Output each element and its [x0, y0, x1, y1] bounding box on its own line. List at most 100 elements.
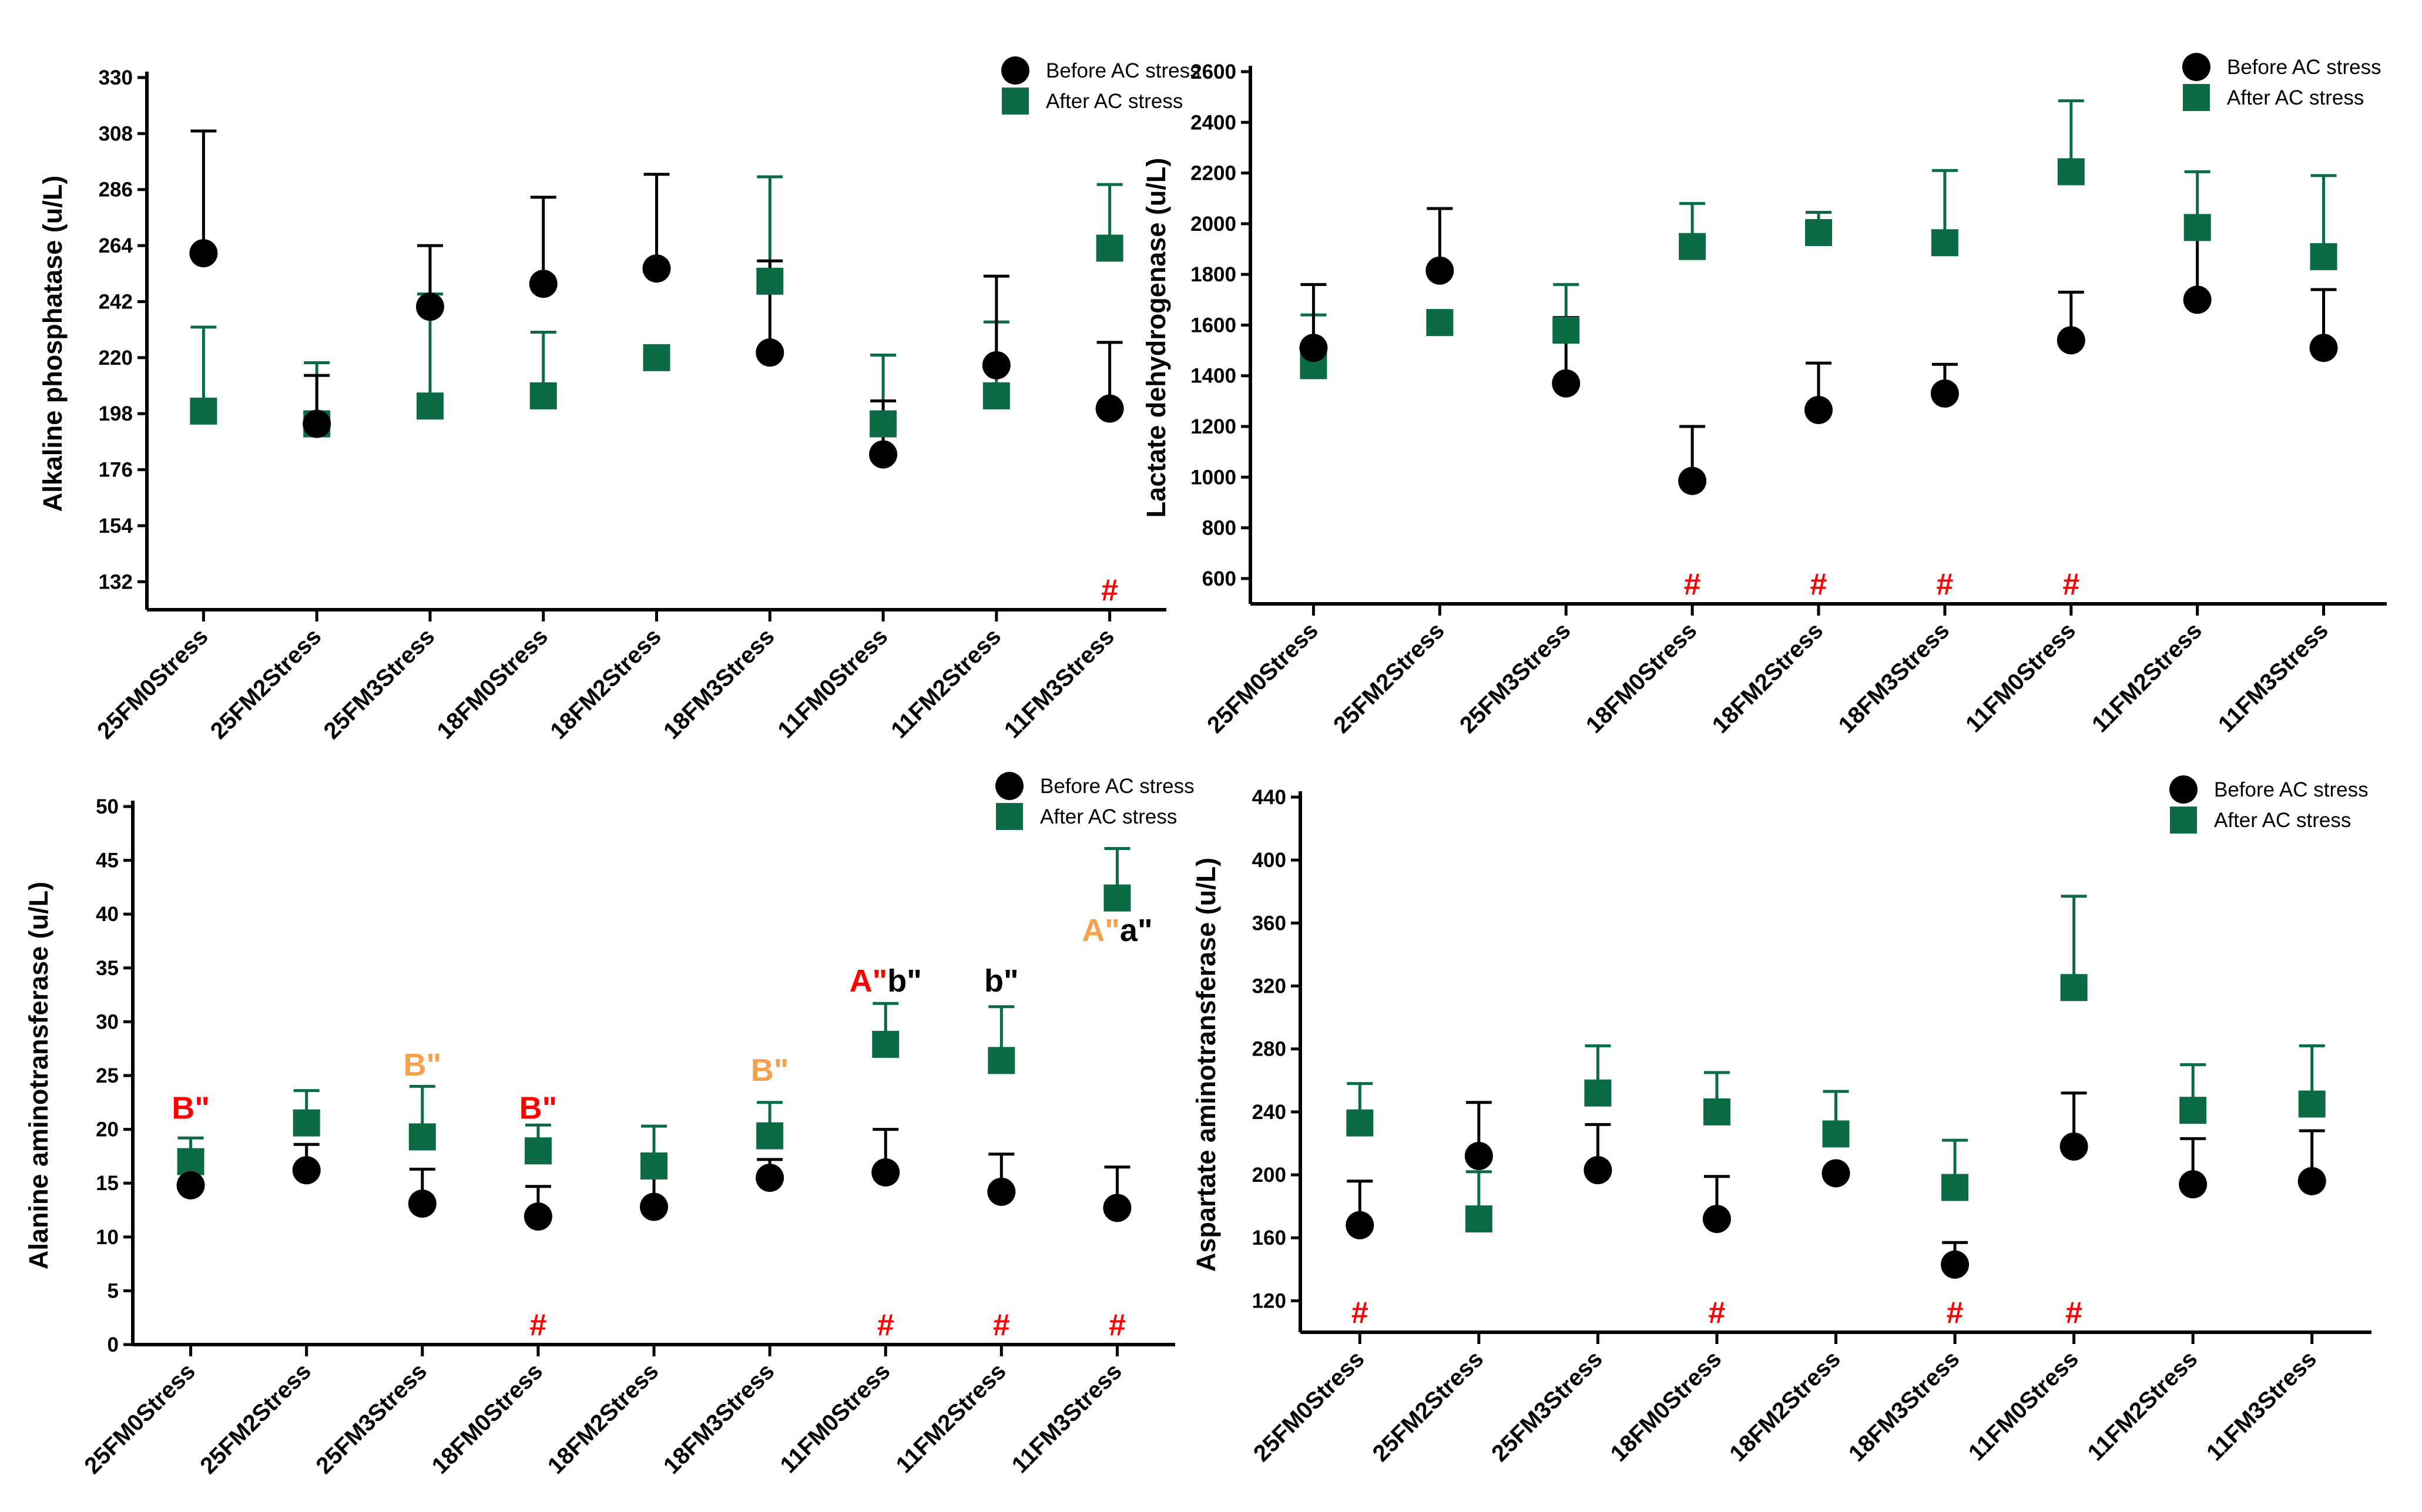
y-tick-label: 176: [99, 459, 133, 482]
y-tick-label: 240: [1252, 1101, 1286, 1124]
y-tick-label: 30: [96, 1010, 119, 1033]
annotation-part: a": [1120, 913, 1153, 948]
y-axis-label: Alkaline phosphatase (u/L): [38, 176, 68, 512]
letter-annotation: b": [984, 963, 1019, 999]
y-tick-label: 400: [1252, 849, 1286, 872]
x-tick-label: 18FM2Stress: [543, 1358, 664, 1479]
legend-before-label: Before AC stress: [1046, 59, 1200, 82]
legend-before-label: Before AC stress: [2214, 778, 2369, 801]
letter-annotation: A"a": [1082, 913, 1152, 948]
point-before: [189, 239, 218, 268]
point-after: [2060, 974, 2088, 1002]
x-tick-label: 25FM0Stress: [1202, 617, 1323, 738]
point-after: [416, 392, 444, 420]
x-tick-label: 18FM2Stress: [1725, 1346, 1846, 1467]
point-after: [870, 410, 897, 438]
point-before: [529, 270, 558, 298]
y-tick-label: 45: [96, 849, 119, 872]
point-after: [640, 1152, 667, 1180]
point-before: [1930, 379, 1959, 408]
point-before: [176, 1171, 205, 1199]
point-before: [303, 409, 331, 438]
point-after: [177, 1148, 204, 1175]
y-tick-label: 154: [99, 515, 133, 537]
significance-marker: #: [877, 1308, 894, 1342]
x-tick-label: 11FM0Stress: [773, 623, 893, 743]
point-before: [1702, 1205, 1731, 1234]
significance-marker: #: [2065, 1296, 2082, 1330]
point-before: [2057, 326, 2085, 355]
legend-after-label: After AC stress: [1040, 805, 1177, 828]
y-tick-label: 5: [108, 1279, 119, 1302]
y-tick-label: 2200: [1190, 162, 1236, 185]
x-tick-label: 18FM3Stress: [1844, 1346, 1965, 1467]
point-after: [293, 1109, 320, 1137]
point-after: [2298, 1090, 2326, 1118]
y-tick-label: 286: [99, 179, 133, 201]
point-after: [756, 267, 784, 295]
point-after: [1703, 1098, 1730, 1125]
legend-before-marker: [995, 772, 1024, 800]
y-tick-label: 15: [96, 1172, 119, 1195]
significance-marker: #: [1708, 1296, 1725, 1330]
y-tick-label: 440: [1252, 786, 1286, 809]
x-tick-label: 18FM0Stress: [1581, 617, 1702, 738]
y-tick-label: 2400: [1190, 111, 1236, 134]
y-tick-label: 1200: [1190, 415, 1236, 438]
x-tick-label: 18FM3Stress: [659, 623, 780, 744]
plot-group: 132 154 176 198 220 242 264 286 308 330 Alkaline p…: [38, 56, 1200, 744]
point-before: [1464, 1141, 1493, 1170]
annotation-part: b": [887, 963, 922, 999]
letter-annotation: B": [519, 1090, 558, 1125]
point-before: [1299, 334, 1328, 362]
annotation-part: A": [850, 963, 888, 999]
point-after: [1941, 1174, 1969, 1201]
x-tick-label: 25FM2Stress: [1329, 617, 1450, 738]
point-after: [756, 1122, 784, 1150]
letter-annotation: B": [172, 1090, 210, 1125]
y-tick-label: 25: [96, 1064, 119, 1087]
x-tick-label: 25FM2Stress: [195, 1358, 316, 1479]
significance-marker: #: [1936, 567, 1953, 602]
y-tick-label: 360: [1252, 912, 1286, 935]
point-before: [1346, 1211, 1374, 1239]
point-after: [2183, 214, 2211, 241]
x-tick-label: 11FM0Stress: [776, 1358, 895, 1478]
y-tick-label: 160: [1252, 1227, 1286, 1249]
point-after: [2057, 158, 2085, 186]
annotation-part: B": [519, 1090, 558, 1125]
point-before: [756, 1164, 784, 1192]
point-before: [2309, 334, 2338, 362]
y-tick-label: 50: [96, 795, 119, 818]
point-after: [529, 382, 557, 409]
significance-marker: #: [529, 1308, 546, 1342]
y-tick-label: 308: [99, 122, 133, 145]
y-tick-label: 20: [96, 1118, 119, 1141]
y-tick-label: 120: [1252, 1289, 1286, 1312]
y-tick-label: 800: [1202, 517, 1236, 540]
y-axis-label: Lactate dehydrogenase (u/L): [1141, 158, 1171, 518]
point-after: [982, 382, 1010, 409]
y-tick-label: 0: [108, 1333, 119, 1356]
point-after: [1346, 1109, 1374, 1137]
chart-aspartate-aminotransferase: 120 160 200 240 280 320 360 400 440 Aspartate ami…: [1191, 775, 2371, 1467]
point-before: [1821, 1159, 1850, 1188]
significance-marker: #: [1109, 1308, 1126, 1342]
point-before: [1095, 394, 1124, 423]
point-before: [756, 338, 784, 367]
point-after: [1679, 233, 1706, 260]
legend-before-marker: [2182, 53, 2210, 81]
chart-lactate-dehydrogenase: 600 800 1000 1200 1400 1600 1800 2000 2200 2400 26…: [1141, 53, 2387, 738]
annotation-part: b": [984, 963, 1019, 999]
point-before: [642, 254, 671, 283]
point-before: [408, 1190, 437, 1218]
letter-annotation: B": [751, 1053, 789, 1088]
significance-marker: #: [1947, 1296, 1964, 1330]
x-tick-label: 25FM3Stress: [1487, 1346, 1608, 1467]
y-tick-label: 132: [99, 570, 133, 593]
chart-alkaline-phosphatase: 132 154 176 198 220 242 264 286 308 330 Alkaline p…: [38, 56, 1200, 744]
x-tick-label: 25FM2Stress: [206, 623, 327, 744]
significance-marker: #: [1351, 1296, 1368, 1330]
point-after: [1096, 234, 1123, 262]
y-tick-label: 600: [1202, 567, 1236, 590]
